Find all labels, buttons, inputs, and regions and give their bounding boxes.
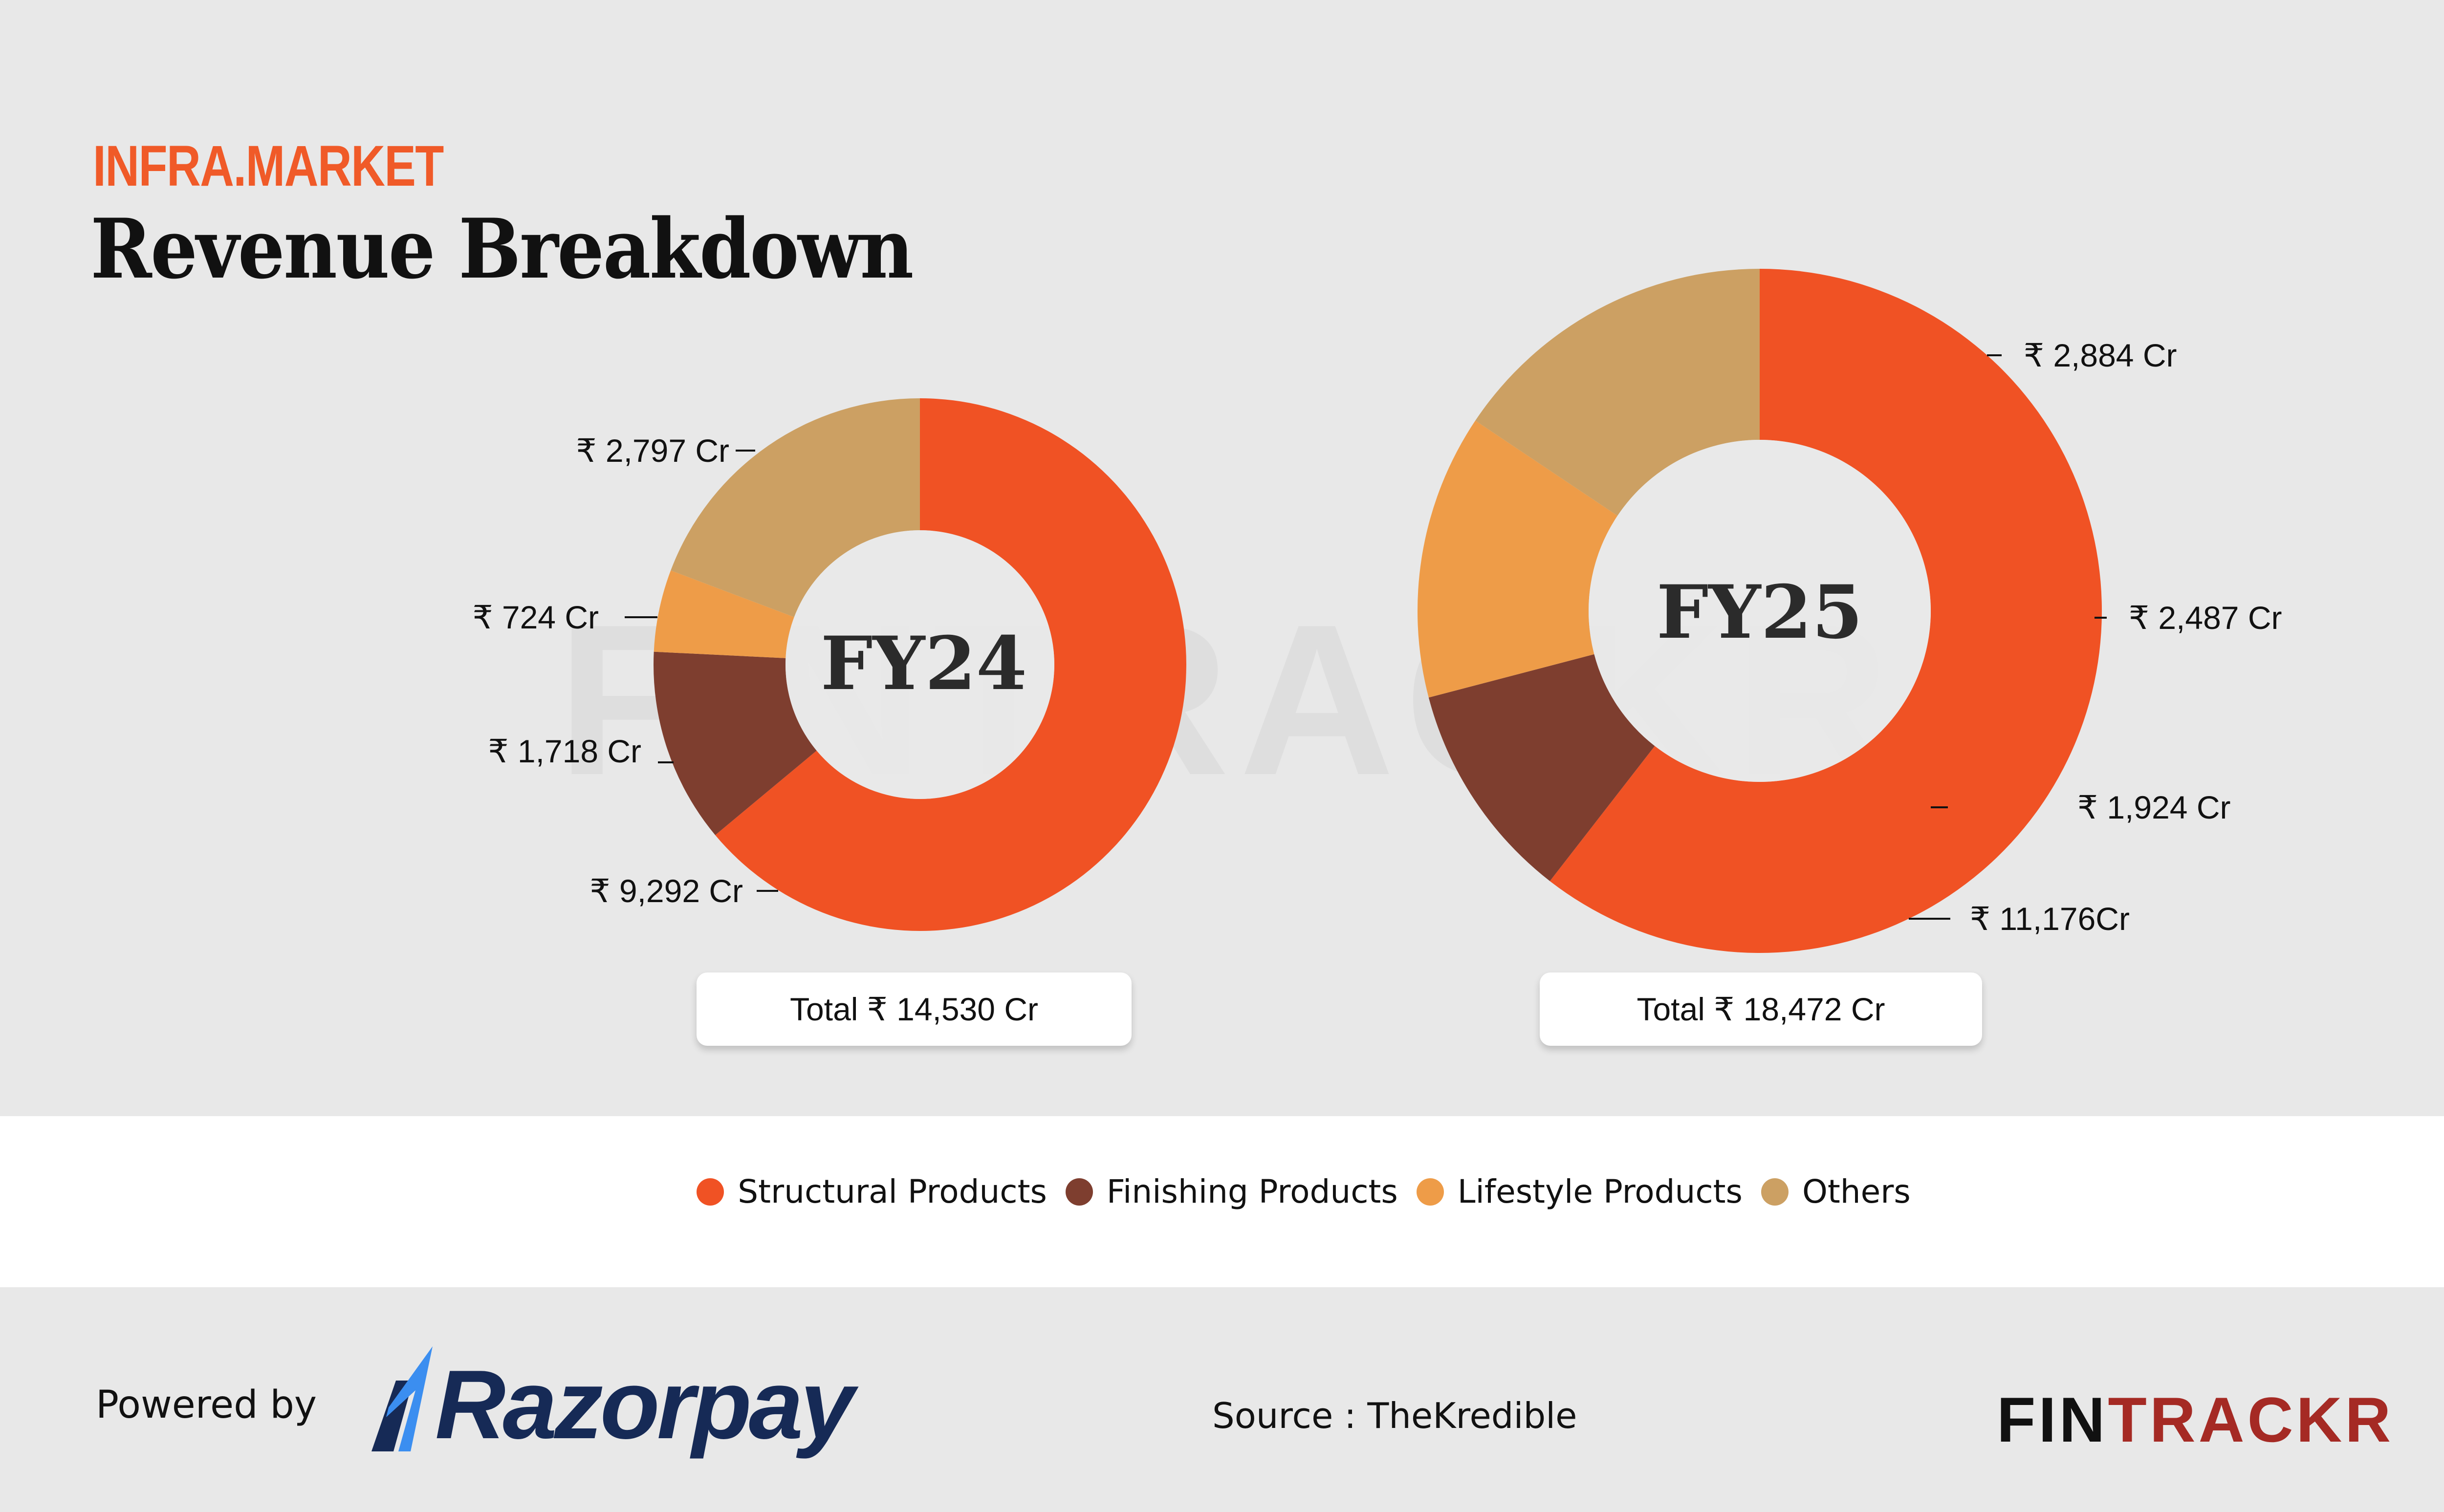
fy24-total-label: Total ₹ 14,530 Cr xyxy=(790,991,1038,1027)
legend-dot-icon xyxy=(697,1178,724,1206)
legend-band xyxy=(0,1116,2444,1287)
legend-item-lifestyle: Lifestyle Products xyxy=(1416,1173,1743,1210)
fy25-donut-chart xyxy=(1417,269,2102,953)
razorpay-mark-icon xyxy=(371,1346,433,1451)
donut-slice-lifestyle-products xyxy=(654,570,794,658)
legend-dot-icon xyxy=(1761,1178,1789,1206)
razorpay-logo: Razorpay xyxy=(362,1346,854,1459)
fy24-finishing-value: ₹ 1,718 Cr xyxy=(488,733,641,769)
legend-item-finishing: Finishing Products xyxy=(1065,1173,1398,1210)
source-label: Source : TheKredible xyxy=(1212,1395,1577,1436)
fy25-structural-value: ₹ 11,176Cr xyxy=(1970,901,2130,937)
razorpay-wordmark: Razorpay xyxy=(435,1350,854,1459)
donut-slice-finishing-products xyxy=(1428,654,1655,881)
fy24-total-badge: Total ₹ 14,530 Cr xyxy=(697,972,1132,1046)
legend-item-others: Others xyxy=(1761,1173,1911,1210)
fintrackr-logo: FINTRACKR xyxy=(1997,1388,2394,1451)
donut-slice-others xyxy=(1475,269,1760,516)
legend-item-structural: Structural Products xyxy=(697,1173,1047,1210)
legend-label: Finishing Products xyxy=(1106,1173,1398,1210)
fy25-finishing-value: ₹ 1,924 Cr xyxy=(2077,789,2230,825)
fy24-center-label: FY24 xyxy=(821,621,1027,707)
donut-slice-finishing-products xyxy=(654,651,817,835)
fy25-total-label: Total ₹ 18,472 Cr xyxy=(1637,991,1885,1027)
fy25-lifestyle-value: ₹ 2,487 Cr xyxy=(2129,600,2282,636)
donut-slice-structural-products xyxy=(1549,269,2102,953)
fy25-center-label: FY25 xyxy=(1657,569,1863,655)
brand-logo: INFRA.MARKET xyxy=(93,134,444,198)
chart-legend: Structural Products Finishing Products L… xyxy=(0,1173,2444,1210)
legend-label: Others xyxy=(1802,1173,1911,1210)
legend-label: Lifestyle Products xyxy=(1457,1173,1743,1210)
fy24-lifestyle-value: ₹ 724 Cr xyxy=(473,599,599,635)
fy25-others-value: ₹ 2,884 Cr xyxy=(2024,337,2177,373)
fintrackr-logo-part-a: FIN xyxy=(1997,1384,2108,1455)
fy25-total-badge: Total ₹ 18,472 Cr xyxy=(1540,972,1982,1046)
page-title: Revenue Breakdown xyxy=(90,200,914,297)
legend-label: Structural Products xyxy=(738,1173,1047,1210)
fy24-others-value: ₹ 2,797 Cr xyxy=(576,432,729,469)
fy24-structural-value: ₹ 9,292 Cr xyxy=(590,873,743,909)
legend-dot-icon xyxy=(1065,1178,1093,1206)
donut-slice-others xyxy=(671,398,920,617)
donut-slice-lifestyle-products xyxy=(1417,420,1618,698)
fy24-donut-chart xyxy=(654,398,1186,931)
legend-dot-icon xyxy=(1416,1178,1444,1206)
fintrackr-logo-part-b: TRACKR xyxy=(2108,1384,2394,1455)
donut-slice-structural-products xyxy=(715,398,1186,931)
powered-by-label: Powered by xyxy=(96,1383,317,1427)
